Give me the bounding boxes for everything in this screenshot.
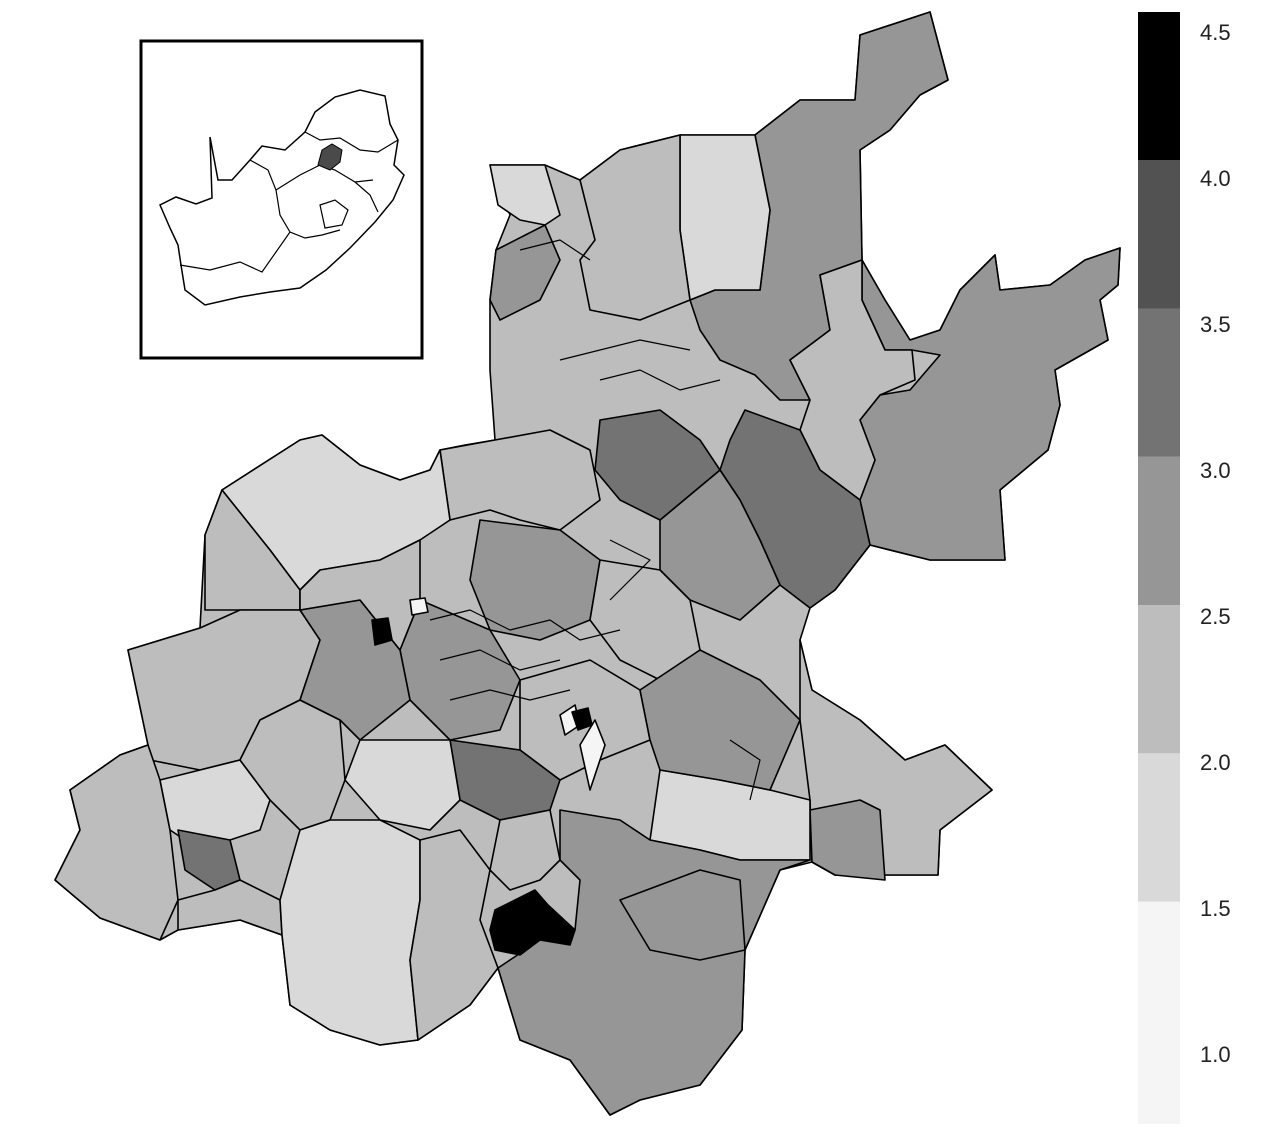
region-e-5 [809,799,886,881]
legend-bin-1 [1138,901,1180,1124]
legend-tick-3-0: 3.0 [1200,458,1231,483]
legend-tick-4-5: 4.5 [1200,20,1231,45]
region-ne-3 [789,259,916,501]
legend-bin-3 [1138,605,1180,754]
south-africa-outline [159,89,405,306]
region-low-1 [579,719,606,791]
internal-boundaries [429,239,761,801]
region-s-2 [489,809,561,891]
region-s-3 [619,869,746,961]
legend-ticks: 4.5 4.0 3.5 3.0 2.5 2.0 1.5 1.0 [1200,20,1231,1067]
region-sw-1 [279,819,421,1046]
legend-tick-1-5: 1.5 [1200,896,1231,921]
inset-gauteng-highlight [317,143,343,171]
region-high-3 [571,707,593,731]
legend-bin-5 [1138,308,1180,457]
region-high-1 [489,889,576,956]
region-n-1 [679,134,771,301]
legend-bin-4 [1138,456,1180,606]
legend-tick-2-5: 2.5 [1200,604,1231,629]
region-n-3 [579,134,691,321]
region-c-1 [439,429,601,531]
region-n-4 [489,224,561,321]
inset-map [139,39,424,360]
legend-bin-7 [1138,12,1180,161]
legend-tick-1-0: 1.0 [1200,1042,1231,1067]
region-e-3 [594,409,721,521]
region-ne-2 [859,247,1121,561]
gauteng-choropleth [54,11,1121,1116]
legend-tick-4-0: 4.0 [1200,166,1231,191]
region-c-6 [639,649,801,791]
legend-tick-2-0: 2.0 [1200,750,1231,775]
legend-bin-2 [1138,753,1180,902]
region-sw-2 [409,829,499,1041]
region-low-3 [409,597,429,616]
legend-bin-6 [1138,160,1180,309]
legend-tick-3-5: 3.5 [1200,312,1231,337]
region-high-2 [371,617,393,646]
legend-colorbar [1138,12,1180,1124]
